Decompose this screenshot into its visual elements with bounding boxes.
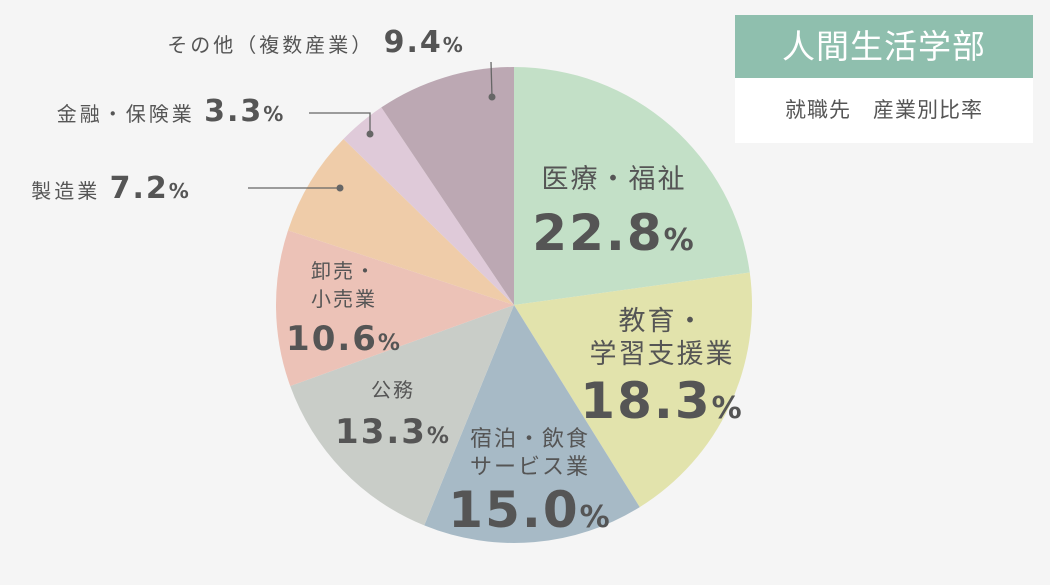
pie-slice bbox=[381, 67, 514, 305]
pie-slice bbox=[290, 305, 514, 526]
slice-label: 教育・ bbox=[619, 306, 706, 337]
pie-slice bbox=[514, 272, 752, 508]
slice-label: 医療・福祉 bbox=[542, 164, 687, 195]
slice-label: 公務 bbox=[371, 378, 415, 402]
leader-dot bbox=[488, 93, 496, 101]
pie-slice bbox=[343, 107, 514, 305]
title-box: 人間生活学部 就職先 産業別比率 bbox=[735, 15, 1033, 143]
slice-value-label: 13.3% bbox=[335, 412, 451, 452]
leader-line bbox=[490, 61, 493, 98]
chart-title: 人間生活学部 bbox=[735, 15, 1033, 78]
slice-label: サービス業 bbox=[470, 455, 590, 480]
slice-label: 学習支援業 bbox=[590, 339, 735, 370]
slice-label: 宿泊・飲食 bbox=[470, 427, 590, 452]
pie-slice bbox=[275, 230, 514, 387]
slice-label: 卸売・ bbox=[311, 259, 377, 283]
slice-value-label: 10.6% bbox=[286, 319, 402, 359]
slice-label: 小売業 bbox=[311, 287, 377, 311]
slice-value-label: 22.8% bbox=[532, 204, 695, 262]
pie-slice bbox=[288, 138, 514, 305]
slice-label: その他（複数産業） 9.4% bbox=[167, 25, 463, 60]
pie-slice bbox=[514, 67, 750, 305]
pie-slice bbox=[424, 305, 640, 544]
leader-dot bbox=[366, 130, 374, 138]
leader-line bbox=[309, 112, 371, 134]
leader-dot bbox=[336, 184, 344, 192]
slice-label: 金融・保険業 3.3% bbox=[57, 94, 284, 129]
slice-label: 製造業 7.2% bbox=[31, 171, 189, 206]
chart-subtitle: 就職先 産業別比率 bbox=[785, 98, 983, 122]
